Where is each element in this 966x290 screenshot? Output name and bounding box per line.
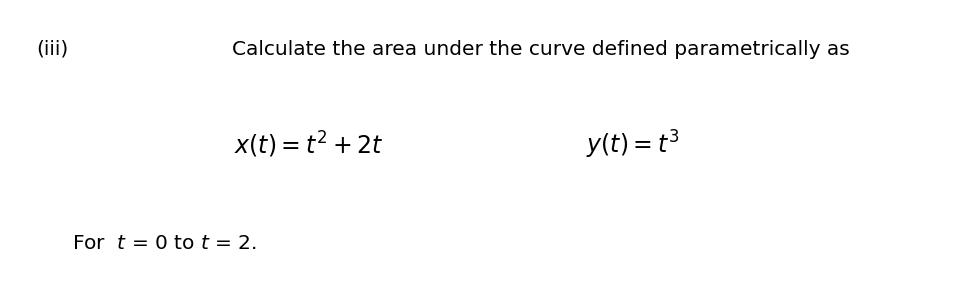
Text: For  $t$ = 0 to $t$ = 2.: For $t$ = 0 to $t$ = 2. [72, 234, 257, 253]
Text: $y(t) = t^3$: $y(t) = t^3$ [586, 129, 679, 161]
Text: (iii): (iii) [37, 40, 69, 59]
Text: Calculate the area under the curve defined parametrically as: Calculate the area under the curve defin… [232, 40, 850, 59]
Text: $x(t) = t^2 + 2t$: $x(t) = t^2 + 2t$ [235, 130, 384, 160]
